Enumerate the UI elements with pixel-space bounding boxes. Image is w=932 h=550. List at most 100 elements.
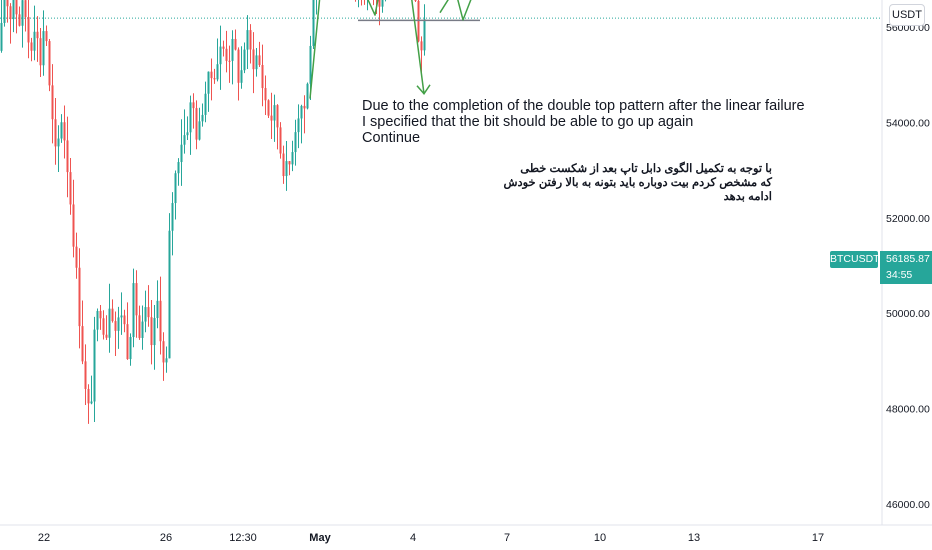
price-tick-label: 46000.00 bbox=[886, 499, 930, 511]
candle-body bbox=[300, 105, 303, 119]
candle-body bbox=[282, 153, 285, 177]
candle-body bbox=[264, 88, 267, 101]
candle-body bbox=[270, 115, 273, 121]
candle-body bbox=[117, 317, 120, 331]
candle-body bbox=[111, 308, 114, 322]
candle-body bbox=[9, 6, 12, 20]
candle-body bbox=[261, 65, 264, 89]
candle-body bbox=[231, 38, 234, 61]
candle-body bbox=[309, 45, 312, 84]
time-tick-label: May bbox=[309, 532, 331, 544]
candle-body bbox=[21, 0, 24, 26]
candle-body bbox=[0, 22, 3, 51]
candle-body bbox=[237, 49, 240, 83]
candle-body bbox=[108, 308, 111, 338]
candle-body bbox=[159, 300, 162, 342]
candle-body bbox=[72, 204, 75, 247]
annotation-line: ادامه بدهد bbox=[723, 191, 772, 203]
bar-countdown: 34:55 bbox=[886, 269, 913, 281]
candle-body bbox=[303, 105, 306, 109]
candle-body bbox=[57, 138, 60, 147]
candle-body bbox=[171, 203, 174, 231]
candle-body bbox=[216, 64, 219, 80]
candle-body bbox=[246, 30, 249, 50]
candle-body bbox=[54, 119, 57, 147]
annotation-line: با توجه به تکمیل الگوی دابل تاپ بعد از ش… bbox=[520, 163, 772, 175]
annotation-line: که مشخص کردم بیت دوباره باید بتونه به با… bbox=[503, 177, 772, 189]
candle-body bbox=[123, 315, 126, 325]
candle-body bbox=[33, 31, 36, 51]
candle-body bbox=[198, 121, 201, 140]
time-tick-label: 4 bbox=[410, 532, 416, 544]
candle-body bbox=[312, 0, 315, 46]
candle-body bbox=[150, 317, 153, 346]
annotation-line: Continue bbox=[362, 130, 421, 146]
candle-body bbox=[297, 118, 300, 133]
double-top-pattern-line bbox=[309, 0, 425, 99]
candle-body bbox=[414, 0, 417, 1]
time-tick-label: 17 bbox=[812, 532, 824, 544]
persian-annotation[interactable]: با توجه به تکمیل الگوی دابل تاپ بعد از ش… bbox=[503, 162, 772, 204]
price-tick-label: 50000.00 bbox=[886, 308, 930, 320]
candle-body bbox=[93, 329, 96, 402]
candle-body bbox=[30, 42, 33, 51]
candle-body bbox=[267, 100, 270, 116]
price-tick-label: 48000.00 bbox=[886, 404, 930, 416]
candle-body bbox=[243, 49, 246, 71]
candle-body bbox=[36, 31, 39, 39]
price-tick-label: 54000.00 bbox=[886, 117, 930, 129]
last-price-label: 56185.87 34:55 bbox=[880, 251, 932, 284]
candle-body bbox=[306, 83, 309, 109]
candle-body bbox=[129, 337, 132, 360]
candle-body bbox=[417, 0, 420, 42]
price-axis[interactable]: 46000.00 48000.00 50000.00 52000.00 54000.00… bbox=[886, 22, 930, 511]
price-tick-label: 52000.00 bbox=[886, 213, 930, 225]
candle-body bbox=[258, 55, 261, 66]
candle-body bbox=[204, 93, 207, 115]
candle-body bbox=[381, 0, 384, 7]
candle-body bbox=[141, 321, 144, 338]
time-tick-label: 10 bbox=[594, 532, 606, 544]
candle-body bbox=[210, 71, 213, 79]
candle-body bbox=[42, 31, 45, 66]
candle-body bbox=[156, 300, 159, 319]
english-annotation[interactable]: Due to the completion of the double top … bbox=[362, 98, 805, 146]
candle-body bbox=[423, 19, 426, 51]
candle-body bbox=[162, 341, 165, 363]
candle-body bbox=[273, 105, 276, 121]
candle-body bbox=[228, 60, 231, 62]
candle-body bbox=[186, 132, 189, 136]
candle-body bbox=[192, 102, 195, 109]
drawings[interactable] bbox=[309, 0, 490, 99]
candle-body bbox=[48, 41, 51, 86]
candle-body bbox=[105, 334, 108, 338]
candle-body bbox=[153, 318, 156, 346]
candle-body bbox=[15, 0, 18, 15]
candle-body bbox=[90, 401, 93, 404]
currency-button[interactable]: USDT bbox=[889, 4, 925, 26]
candle-body bbox=[39, 38, 42, 66]
time-axis[interactable]: 22 26 12:30 May 4 7 10 13 17 bbox=[38, 532, 824, 544]
candle-body bbox=[63, 122, 66, 141]
candle-body bbox=[291, 152, 294, 165]
candle-body bbox=[285, 161, 288, 177]
candle-body bbox=[222, 46, 225, 49]
candle-body bbox=[75, 246, 78, 268]
time-tick-label: 26 bbox=[160, 532, 172, 544]
candle-body bbox=[51, 85, 54, 120]
candle-body bbox=[69, 172, 72, 205]
candle-body bbox=[18, 14, 21, 26]
time-tick-label: 22 bbox=[38, 532, 50, 544]
candle-body bbox=[240, 70, 243, 83]
candle-body bbox=[279, 127, 282, 154]
symbol-tag: BTCUSDT bbox=[830, 251, 880, 268]
time-tick-label: 12:30 bbox=[229, 532, 257, 544]
candle-body bbox=[174, 173, 177, 204]
candle-body bbox=[27, 16, 30, 43]
candle-body bbox=[3, 0, 6, 23]
candle-body bbox=[255, 55, 258, 70]
last-price-value: 56185.87 bbox=[886, 253, 930, 265]
candle-body bbox=[195, 108, 198, 140]
candle-body bbox=[249, 30, 252, 50]
